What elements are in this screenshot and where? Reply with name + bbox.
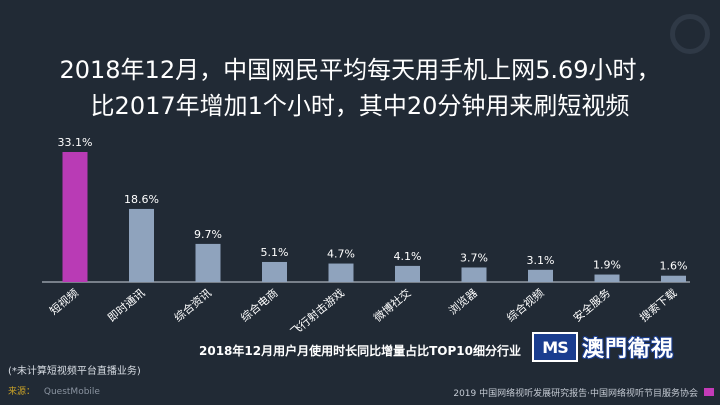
- watermark-logo: MS 澳門衛視: [532, 330, 692, 364]
- category-label-5: 微博社交: [371, 286, 414, 325]
- bar-0: [62, 152, 88, 282]
- source-label: 来源：: [8, 387, 36, 397]
- watermark-text: 澳門衛視: [582, 337, 675, 362]
- category-label-0: 短视频: [47, 286, 81, 318]
- title-line-1: 2018年12月，中国网民平均每天用手机上网5.69小时，: [59, 56, 661, 84]
- title-line-2: 比2017年增加1个小时，其中20分钟用来刷短视频: [90, 92, 630, 120]
- footer-credit: 2019 中国网络视听发展研究报告·中国网络视听节目服务协会: [453, 389, 698, 399]
- category-label-1: 即时通讯: [105, 286, 147, 324]
- category-label-8: 安全服务: [570, 286, 613, 325]
- bar-8: [594, 274, 620, 282]
- value-label-7: 3.1%: [527, 254, 555, 267]
- footer-accent-mark: [704, 388, 714, 396]
- category-label-9: 搜索下载: [637, 286, 680, 325]
- bar-6: [461, 267, 487, 282]
- page-title: 2018年12月，中国网民平均每天用手机上网5.69小时， 比2017年增加1个…: [0, 52, 720, 124]
- category-label-2: 综合资讯: [171, 286, 214, 325]
- value-label-6: 3.7%: [460, 251, 488, 264]
- footnote: (*未计算短视频平台直播业务): [8, 366, 141, 377]
- value-label-8: 1.9%: [593, 259, 621, 272]
- bar-4: [328, 263, 354, 282]
- category-label-7: 综合视频: [504, 286, 547, 325]
- value-label-3: 5.1%: [261, 246, 289, 259]
- value-label-0: 33.1%: [58, 136, 93, 149]
- bar-5: [395, 265, 420, 282]
- source-value: QuestMobile: [43, 387, 100, 397]
- decorative-ring: [670, 14, 710, 54]
- value-label-5: 4.1%: [394, 250, 422, 263]
- bar-2: [195, 243, 221, 282]
- bar-1: [129, 208, 154, 282]
- source-line: 来源： QuestMobile: [8, 384, 100, 397]
- bar-9: [661, 275, 686, 282]
- bar-3: [262, 261, 287, 282]
- value-label-4: 4.7%: [327, 248, 355, 261]
- value-label-2: 9.7%: [194, 228, 222, 241]
- value-label-1: 18.6%: [124, 193, 159, 206]
- category-label-6: 浏览器: [446, 286, 480, 318]
- category-label-4: 飞行射击游戏: [287, 286, 347, 339]
- chart-title: 2018年12月用户月使用时长同比增量占比TOP10细分行业: [199, 344, 521, 358]
- category-label-3: 综合电商: [238, 286, 281, 325]
- value-label-9: 1.6%: [660, 260, 688, 273]
- watermark-badge: MS: [532, 332, 578, 362]
- bar-7: [528, 269, 553, 282]
